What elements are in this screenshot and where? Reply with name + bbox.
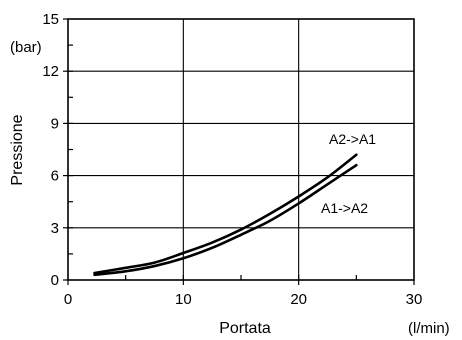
y-tick-label: 9	[51, 115, 59, 132]
y-tick-label: 3	[51, 220, 59, 237]
series-lines	[93, 153, 358, 277]
y-axis-unit: (bar)	[10, 39, 42, 56]
y-tick-label: 6	[51, 168, 59, 185]
x-tick-label: 30	[406, 291, 423, 308]
y-tick-labels: 0 3 6 9 12 15	[42, 11, 59, 289]
series-line-0	[93, 153, 358, 275]
x-tick-labels: 0 10 20 30	[64, 291, 423, 308]
x-tick-label: 20	[290, 291, 307, 308]
y-tick-label: 0	[51, 272, 59, 289]
x-axis-title: Portata	[219, 320, 271, 337]
y-tick-label: 15	[42, 11, 59, 28]
series-line-1	[93, 163, 358, 277]
series-label-a2-a1: A2->A1	[329, 131, 376, 147]
y-tick-label: 12	[42, 63, 59, 80]
series-label-a1-a2: A1->A2	[321, 200, 368, 216]
y-axis-title: Pressione	[9, 114, 26, 185]
grid-lines	[68, 19, 414, 280]
plot-frame	[67, 18, 415, 281]
x-tick-label: 0	[64, 291, 72, 308]
x-axis-unit: (l/min)	[408, 320, 450, 337]
minor-ticks	[63, 18, 415, 285]
x-tick-label: 10	[175, 291, 192, 308]
